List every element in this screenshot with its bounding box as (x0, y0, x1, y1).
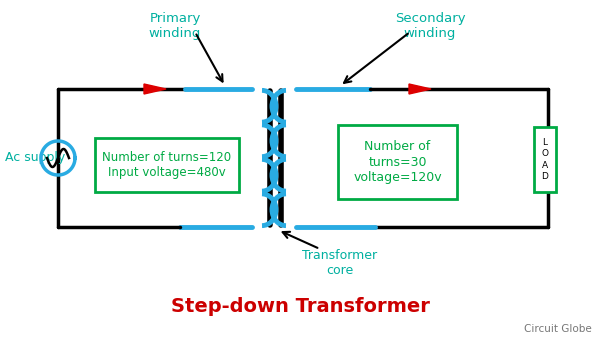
Text: Number of
turns=30
voltage=120v: Number of turns=30 voltage=120v (353, 141, 442, 184)
Text: Transformer
core: Transformer core (302, 249, 377, 277)
Text: Number of turns=120
Input voltage=480v: Number of turns=120 Input voltage=480v (103, 151, 232, 179)
FancyBboxPatch shape (95, 138, 239, 192)
Text: Secondary
winding: Secondary winding (395, 12, 466, 40)
Text: Circuit Globe: Circuit Globe (524, 324, 592, 334)
Text: Ac supply: Ac supply (5, 152, 65, 165)
Text: Step-down Transformer: Step-down Transformer (170, 298, 430, 316)
Polygon shape (409, 84, 431, 94)
FancyBboxPatch shape (338, 125, 457, 199)
FancyBboxPatch shape (534, 127, 556, 192)
Text: Primary
winding: Primary winding (149, 12, 201, 40)
Polygon shape (144, 84, 166, 94)
Text: L
O
A
D: L O A D (542, 139, 548, 181)
